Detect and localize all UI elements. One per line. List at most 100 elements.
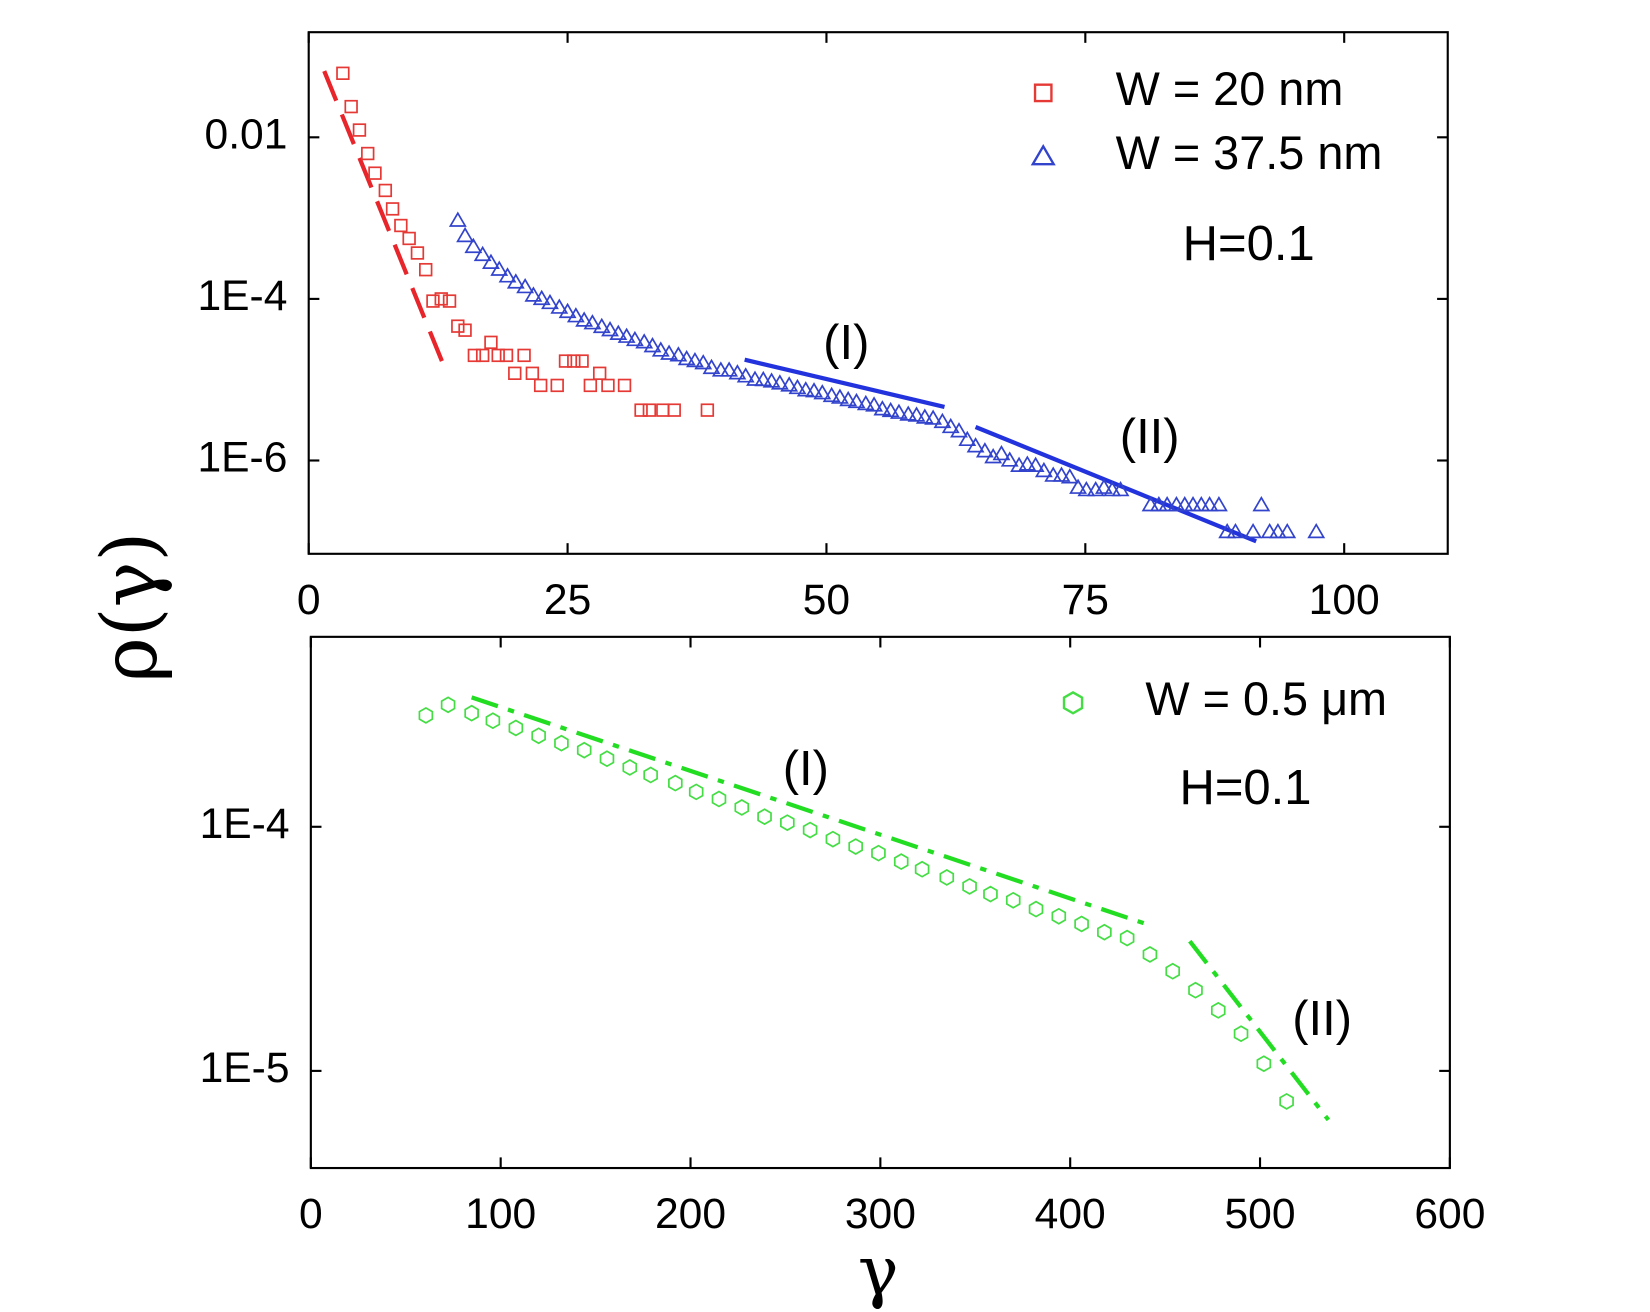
marker [822,386,841,403]
x-tick-label: 75 [1062,576,1109,624]
marker [762,372,781,388]
y-tick-label: 0.01 [205,111,288,159]
marker [939,869,955,886]
marker [490,260,509,276]
marker [566,307,585,323]
marker [532,289,551,306]
marker [599,750,615,768]
annotation: H=0.1 [1183,217,1315,271]
marker [1005,891,1021,909]
marker [1158,496,1177,512]
marker [839,390,858,407]
marker [1074,915,1089,933]
marker [728,364,747,380]
marker [541,293,559,310]
annotation: (I) [823,316,869,370]
marker [668,774,683,792]
marker [805,382,823,398]
marker [525,366,540,381]
legend-label: W = 37.5 nm [1116,127,1383,179]
marker [702,358,721,375]
y-tick-label: 1E-6 [197,434,287,482]
marker [711,790,727,808]
fit-line [1188,939,1331,1122]
marker [847,392,866,409]
x-tick-label: 100 [465,1190,536,1238]
marker [813,384,832,400]
marker [1209,496,1228,512]
marker [464,704,479,722]
fit-line [470,695,1151,928]
marker [1000,451,1019,467]
marker [643,337,662,353]
marker [915,408,934,424]
x-tick-label: 500 [1225,1190,1296,1238]
marker [660,344,678,360]
marker [907,406,926,422]
marker [622,759,638,776]
marker [625,330,644,347]
marker [754,370,773,387]
marker [1165,962,1181,980]
marker [336,66,350,80]
plot-area [322,66,1326,544]
marker [757,808,772,826]
marker [464,237,483,254]
marker [344,99,358,114]
marker [458,323,472,337]
marker [617,378,632,393]
marker [609,324,628,340]
marker [467,348,482,363]
marker [475,348,490,363]
x-tick-label: 200 [655,1190,726,1238]
marker [992,444,1011,461]
marker [558,302,577,319]
marker [516,277,535,294]
marker [1142,945,1158,963]
marker [694,354,713,370]
marker [780,814,795,832]
marker [1018,455,1037,471]
marker [975,442,994,458]
marker [642,403,657,417]
marker [575,354,589,368]
marker [531,727,546,745]
x-axis-label: γ [858,1233,899,1312]
marker [890,403,908,419]
x-tick-label: 400 [1035,1190,1106,1238]
marker [746,370,764,386]
marker [550,298,569,314]
marker [506,273,525,289]
marker [1026,456,1045,472]
marker [651,341,670,357]
marker [394,218,408,233]
marker [508,719,524,737]
x-tick-label: 100 [1309,576,1380,624]
marker [440,696,456,714]
marker [924,409,943,425]
marker [601,378,615,393]
plot-frame [307,31,1449,555]
marker [554,734,569,752]
marker [451,319,465,333]
marker [1077,480,1096,497]
marker [567,354,581,368]
marker [1278,522,1297,539]
marker [1256,1055,1272,1073]
annotation: (II) [1292,992,1352,1046]
marker [1062,691,1084,715]
marker [667,403,681,417]
marker [485,712,501,730]
marker [962,877,977,895]
marker [498,267,517,283]
marker [1252,496,1271,512]
annotation: (II) [1120,410,1180,464]
marker [881,401,900,418]
marker [533,378,548,393]
x-tick-label: 600 [1414,1190,1485,1238]
marker [583,314,602,330]
marker [592,366,607,381]
marker [456,226,475,243]
marker [688,783,704,801]
